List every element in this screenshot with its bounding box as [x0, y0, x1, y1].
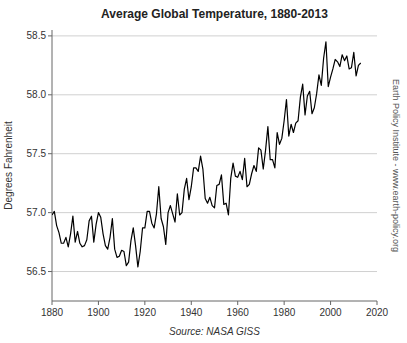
x-axis-line — [52, 301, 377, 302]
y-label: Degrees Fahrenheit — [3, 121, 14, 210]
x-tick-label: 2000 — [319, 307, 342, 318]
grid-line — [52, 271, 377, 272]
y-tick-label: 56.5 — [27, 266, 47, 277]
chart: 56.5 57.0 57.5 58.0 58.5 1880 1900 1920 1940 1960… — [0, 0, 407, 343]
x-tick — [98, 301, 99, 305]
y-tick-label: 57.5 — [27, 148, 47, 159]
x-tick-label: 1940 — [180, 307, 203, 318]
x-tick-label: 1880 — [41, 307, 64, 318]
plot-area — [52, 42, 361, 267]
y-tick — [48, 212, 52, 213]
x-tick — [330, 301, 331, 305]
y-tick — [48, 94, 52, 95]
y-tick — [48, 271, 52, 272]
x-tick — [377, 301, 378, 305]
grid-line — [52, 35, 377, 36]
y-tick-label: 57.0 — [27, 207, 47, 218]
x-tick — [144, 301, 145, 305]
x-tick-label: 2020 — [366, 307, 389, 318]
y-tick-label: 58.5 — [27, 30, 47, 41]
x-tick-label: 1980 — [273, 307, 296, 318]
grid-line — [52, 212, 377, 213]
x-tick-label: 1960 — [227, 307, 250, 318]
grid-line — [52, 94, 377, 95]
x-tick — [284, 301, 285, 305]
x-tick — [191, 301, 192, 305]
x-tick — [237, 301, 238, 305]
y-tick — [48, 35, 52, 36]
annotation: Earth Policy Institute - www.earth-polic… — [391, 79, 401, 252]
title: Average Global Temperature, 1880-2013 — [101, 7, 328, 21]
x-label: Source: NASA GISS — [169, 326, 260, 337]
y-tick — [48, 153, 52, 154]
grid-line — [52, 153, 377, 154]
x-tick-label: 1920 — [134, 307, 157, 318]
x-tick — [52, 301, 53, 305]
temperature-line — [52, 42, 361, 267]
y-axis-line — [52, 30, 53, 301]
x-tick-label: 1900 — [87, 307, 110, 318]
y-tick-label: 58.0 — [27, 89, 47, 100]
